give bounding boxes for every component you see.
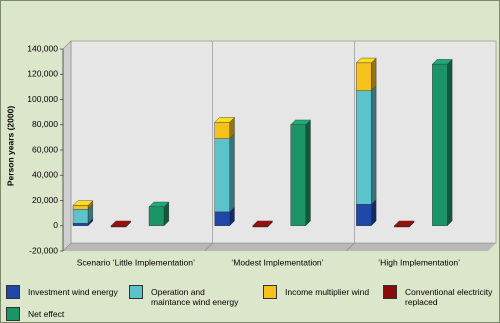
legend: Investment wind energy Operation and main… <box>1 281 499 322</box>
bar <box>356 90 372 205</box>
bar-side <box>371 85 377 205</box>
bar <box>394 225 410 228</box>
bar <box>214 122 230 139</box>
bar-side <box>229 133 235 213</box>
legend-swatch <box>6 307 20 321</box>
legend-swatch <box>129 285 143 299</box>
x-tick-label: ‘Modest Implementation’ <box>231 257 323 267</box>
bar-side <box>371 57 377 92</box>
bar-side <box>305 119 311 227</box>
y-tick-label: 120,000 <box>27 69 58 79</box>
bar <box>72 205 89 210</box>
legend-item: Net effect <box>6 307 120 321</box>
bar <box>432 63 448 226</box>
y-tick-label: 140,000 <box>27 43 58 53</box>
legend-item: Income multiplier wind <box>263 285 377 299</box>
side-wall <box>62 40 72 252</box>
y-tick-label: 0 <box>53 220 58 230</box>
bar <box>148 206 165 226</box>
floor <box>63 243 496 251</box>
legend-label: Income multiplier wind <box>285 287 370 297</box>
back-wall <box>70 40 497 244</box>
bar <box>214 138 230 213</box>
bar <box>214 211 230 226</box>
bar <box>290 124 306 226</box>
legend-label: Investment wind energy <box>28 287 118 297</box>
legend-swatch <box>383 285 397 299</box>
y-tick-label: 40,000 <box>32 170 58 180</box>
legend-label: Net effect <box>28 309 65 319</box>
legend-item: Operation and maintance wind energy <box>129 285 243 307</box>
x-tick-label: ‘High Implementation’ <box>378 257 460 267</box>
legend-label: Conventional electricity replaced <box>405 287 493 307</box>
y-axis-title: Person years (2000) <box>5 106 15 186</box>
y-tick-label: 80,000 <box>32 119 58 129</box>
y-tick-label: 100,000 <box>27 94 58 104</box>
legend-item: Conventional electricity replaced <box>383 285 497 307</box>
bar <box>356 204 372 226</box>
bar <box>72 223 89 226</box>
y-tick-label: 60,000 <box>32 144 58 154</box>
y-tick-label: 20,000 <box>32 195 58 205</box>
bar <box>72 209 89 224</box>
legend-swatch <box>263 285 277 299</box>
legend-swatch <box>6 285 20 299</box>
y-tick-label: -20,000 <box>29 245 58 255</box>
category-divider <box>346 242 355 252</box>
bar <box>356 62 372 91</box>
x-tick-label: Scenario ‘Little Implementation’ <box>77 257 195 267</box>
bar-side <box>447 58 453 227</box>
category-divider <box>204 242 213 252</box>
legend-item: Investment wind energy <box>6 285 120 299</box>
legend-label: Operation and maintance wind energy <box>151 287 239 307</box>
chart: Person years (2000) -20,000 0 20,000 40,000… <box>5 40 497 267</box>
bar <box>252 225 268 228</box>
bar <box>110 225 127 228</box>
